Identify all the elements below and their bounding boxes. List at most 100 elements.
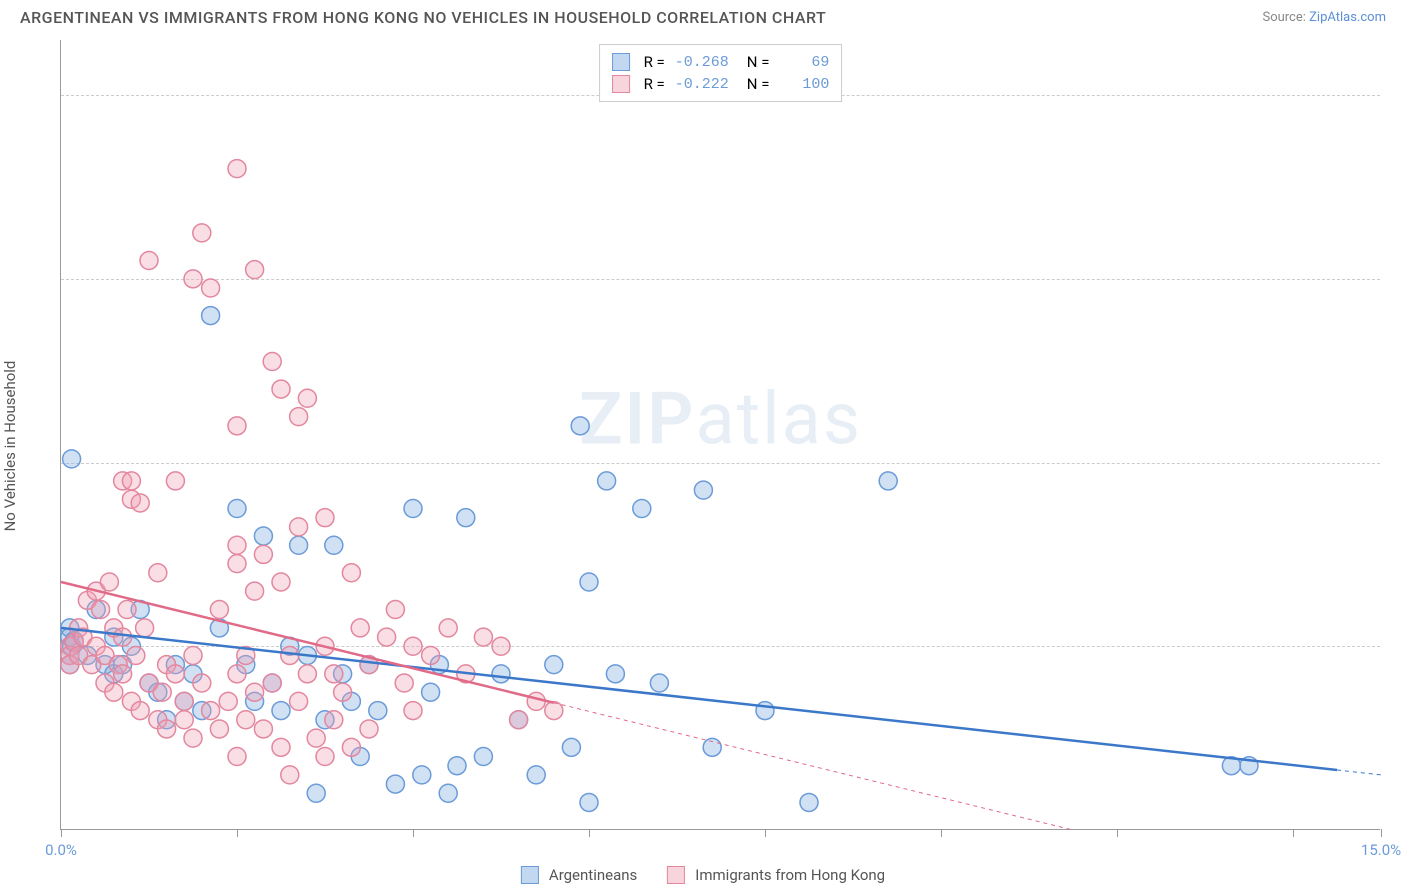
scatter-point [202,702,220,720]
x-tick [237,829,238,837]
scatter-point [175,692,193,710]
x-tick [941,829,942,837]
scatter-point [342,738,360,756]
scatter-point [131,494,149,512]
scatter-point [413,766,431,784]
scatter-point [545,702,563,720]
scatter-point [439,619,457,637]
scatter-point [510,711,528,729]
scatter-point [360,720,378,738]
scatter-point [105,683,123,701]
scatter-point [879,472,897,490]
scatter-point [307,729,325,747]
scatter-point [281,766,299,784]
y-axis-label: No Vehicles in Household [1,361,19,532]
scatter-point [325,665,343,683]
swatch-blue-icon [612,53,630,71]
scatter-point [184,646,202,664]
scatter-point [386,601,404,619]
x-tick [765,829,766,837]
scatter-point [254,720,272,738]
scatter-point [228,536,246,554]
scatter-point [228,160,246,178]
scatter-svg [61,40,1380,829]
scatter-point [571,417,589,435]
x-tick-label: 0.0% [45,841,77,859]
x-tick [413,829,414,837]
scatter-point [228,499,246,517]
scatter-point [158,720,176,738]
scatter-point [63,450,81,468]
scatter-point [316,748,334,766]
scatter-point [202,307,220,325]
scatter-point [351,619,369,637]
scatter-point [140,251,158,269]
scatter-point [290,518,308,536]
scatter-point [404,499,422,517]
scatter-point [694,481,712,499]
scatter-point [562,738,580,756]
scatter-point [457,509,475,527]
scatter-point [246,261,264,279]
scatter-point [210,601,228,619]
x-tick [1117,829,1118,837]
scatter-point [598,472,616,490]
scatter-point [298,389,316,407]
scatter-point [290,536,308,554]
chart-plot-area: ZIPatlas 10.0%20.0%30.0%40.0% 0.0%15.0% … [60,40,1380,830]
scatter-point [210,720,228,738]
x-tick [1381,829,1382,837]
series-legend: Argentineans Immigrants from Hong Kong [521,866,885,884]
scatter-point [404,702,422,720]
scatter-point [272,573,290,591]
scatter-point [439,784,457,802]
scatter-point [166,472,184,490]
scatter-point [254,527,272,545]
scatter-point [800,793,818,811]
scatter-point [263,674,281,692]
x-tick [1293,829,1294,837]
scatter-point [228,417,246,435]
scatter-point [290,692,308,710]
scatter-point [228,748,246,766]
scatter-point [606,665,624,683]
scatter-point [527,766,545,784]
scatter-point [492,637,510,655]
scatter-point [448,757,466,775]
scatter-point [254,545,272,563]
x-tick [589,829,590,837]
legend-item-argentineans: Argentineans [521,866,637,884]
scatter-point [193,674,211,692]
source-attribution: Source: ZipAtlas.com [1262,10,1386,25]
scatter-point [290,408,308,426]
x-tick [61,829,62,837]
scatter-point [422,646,440,664]
scatter-point [545,656,563,674]
scatter-point [492,665,510,683]
scatter-point [703,738,721,756]
scatter-point [369,702,387,720]
scatter-point [149,564,167,582]
swatch-blue-icon [521,866,539,884]
scatter-point [272,738,290,756]
scatter-point [342,564,360,582]
scatter-point [325,536,343,554]
scatter-point [122,472,140,490]
scatter-point [307,784,325,802]
scatter-point [219,692,237,710]
scatter-point [527,692,545,710]
scatter-point [422,683,440,701]
scatter-point [633,499,651,517]
scatter-point [272,380,290,398]
swatch-pink-icon [667,866,685,884]
scatter-point [580,573,598,591]
scatter-point [136,619,154,637]
trend-line-extrapolated [1337,770,1381,775]
scatter-point [316,509,334,527]
scatter-point [131,702,149,720]
scatter-point [325,711,343,729]
scatter-point [404,637,422,655]
legend-item-hongkong: Immigrants from Hong Kong [667,866,885,884]
scatter-point [202,279,220,297]
scatter-point [127,646,145,664]
